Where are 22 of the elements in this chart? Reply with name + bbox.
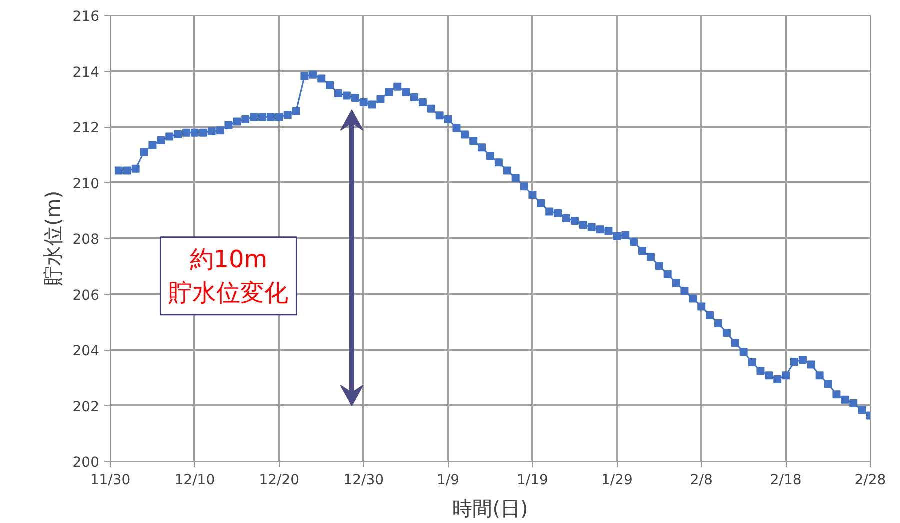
- x-tick-label: 12/20: [259, 472, 300, 488]
- x-tick-label: 2/18: [770, 472, 802, 488]
- y-tick-label: 208: [72, 232, 100, 248]
- y-tick-label: 216: [72, 9, 100, 25]
- y-tick-label: 214: [72, 64, 100, 81]
- x-tick-label: 2/8: [690, 472, 713, 488]
- x-tick-label: 12/10: [174, 472, 216, 488]
- y-axis-title: 貯水位(m): [40, 190, 65, 286]
- x-tick-label: 1/19: [517, 472, 548, 488]
- x-tick-label: 11/30: [90, 472, 131, 488]
- x-tick-label: 2/28: [854, 472, 886, 488]
- y-tick-label: 212: [72, 120, 100, 136]
- y-tick-label: 202: [72, 399, 100, 416]
- y-tick-label: 200: [72, 455, 100, 471]
- x-tick-label: 1/9: [437, 472, 460, 488]
- annotation: 約10m 貯水位変化: [168, 245, 289, 307]
- y-tick-label: 210: [72, 176, 100, 192]
- x-axis-title: 時間(日): [452, 496, 528, 520]
- x-tick-label: 1/29: [601, 472, 633, 488]
- y-tick-label: 204: [72, 344, 100, 360]
- y-tick-label: 206: [72, 288, 100, 304]
- x-tick-label: 12/30: [344, 472, 384, 488]
